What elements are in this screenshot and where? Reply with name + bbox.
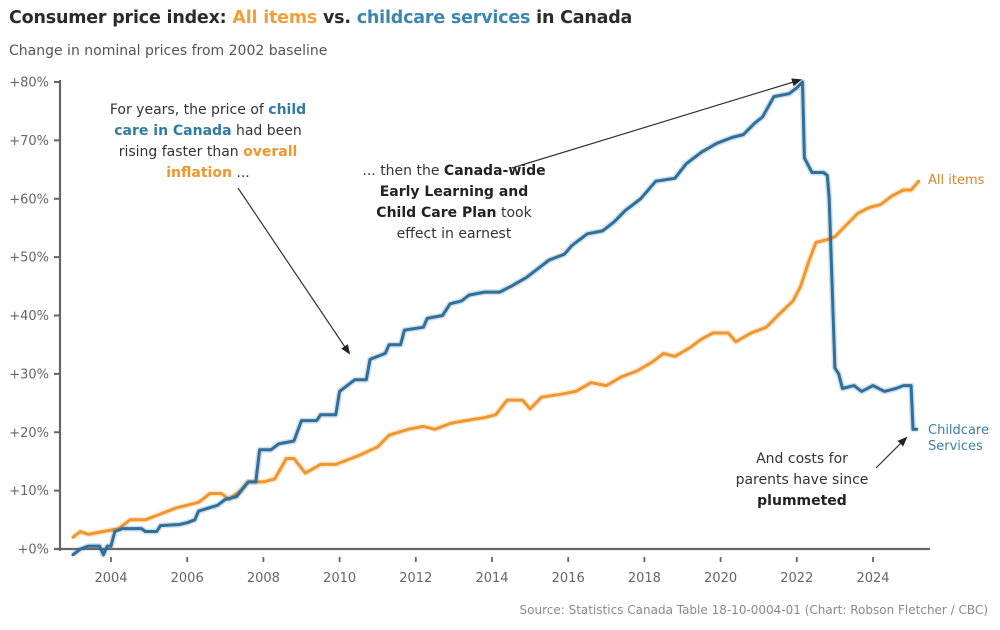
x-tick-label: 2018 [628,571,661,586]
series-line-childcare [71,80,919,557]
arrow-left-annotation [237,187,351,355]
annotation-text: took effect in earnest [396,205,532,242]
y-tick-label: +60% [9,192,49,207]
y-tick-label: +0% [17,543,49,558]
title-childcare: childcare services [356,8,531,28]
source-note: Source: Statistics Canada Table 18-10-00… [519,603,988,617]
y-tick-label: +50% [9,251,49,266]
x-tick-label: 2004 [94,571,127,586]
chart-subtitle: Change in nominal prices from 2002 basel… [9,43,328,59]
x-tick-label: 2014 [475,571,508,586]
annotation-text: ... then the [362,163,444,179]
title-part: in Canada [530,8,633,28]
annotation-left: For years, the price of child care in Ca… [98,100,318,184]
annotation-text: had been rising faster than [118,123,302,160]
x-tick-label: 2012 [399,571,432,586]
x-tick-label: 2008 [247,571,280,586]
x-tick-label: 2022 [780,571,813,586]
annotation-right: And costs for parents have since plummet… [728,449,876,512]
y-tick-label: +40% [9,309,49,324]
x-tick-label: 2020 [704,571,737,586]
series-label-childcare: Childcare Services [928,423,989,454]
title-part: vs. [317,8,357,28]
y-tick-label: +70% [9,134,49,149]
annotation-text: For years, the price of [109,102,269,118]
title-all-items: All items [232,8,318,28]
series-line-all-items [71,179,921,539]
axes: +0% +10% +20% +30% +40% +50% +60% +70% +80% 2004 2… [9,76,930,586]
y-tick-label: +20% [9,426,49,441]
x-tick-label: 2010 [323,571,356,586]
x-tick-label: 2006 [171,571,204,586]
y-tick-label: +30% [9,367,49,382]
arrow-right-annotation [875,436,908,469]
series-label-all-items: All items [928,173,985,188]
series-group [71,79,921,558]
annotation-highlight-childcare: child care in Canada [114,102,307,139]
y-tick-label: +80% [9,76,49,91]
arrow-middle-annotation [511,78,802,169]
annotation-arrows [237,78,908,469]
chart-title: Consumer price index: All items vs. chil… [9,8,632,28]
y-tick-label: +10% [9,484,49,499]
annotation-highlight-plummeted: plummeted [757,493,847,509]
annotation-text: And costs for parents have since [735,451,869,488]
x-tick-label: 2024 [856,571,889,586]
annotation-highlight-plan: Canada-wide Early Learning and Child Car… [376,163,546,221]
annotation-highlight-inflation: overall inflation [166,144,298,181]
title-part: Consumer price index: [9,8,233,28]
annotation-middle: ... then the Canada-wide Early Learning … [358,161,550,245]
annotation-text: ... [231,165,250,181]
x-tick-label: 2016 [552,571,585,586]
